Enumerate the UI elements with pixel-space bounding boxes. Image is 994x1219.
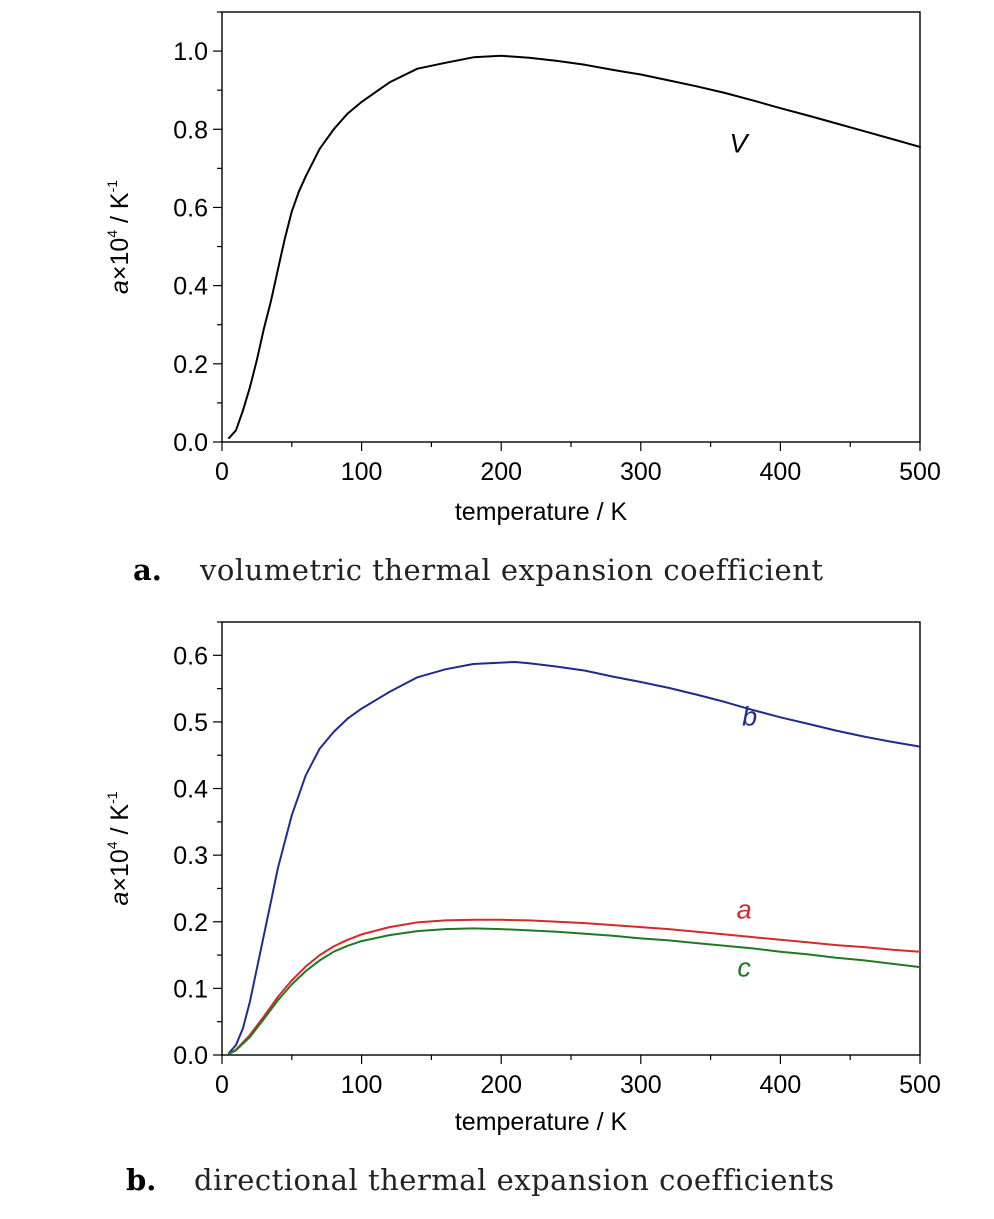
series-line-V	[228, 54, 921, 440]
y-tick-label: 1.0	[173, 38, 208, 66]
x-tick-label: 0	[215, 1071, 229, 1099]
x-tick-label: 0	[215, 458, 229, 486]
caption-text: directional thermal expansion coefficien…	[194, 1163, 835, 1197]
series-label-b: b	[742, 701, 757, 731]
y-axis-label: a×104 / K-1	[104, 791, 134, 905]
series-line-c	[228, 927, 921, 1055]
x-tick-label: 200	[480, 1071, 522, 1099]
x-tick-label: 300	[620, 458, 662, 486]
chart-volumetric: 0 100 200 300 400 500 0.0 0.2 0.4 0.6 0.8 1.0 temper…	[104, 11, 941, 587]
plot-frame	[221, 11, 921, 443]
x-tick-label: 400	[760, 1071, 802, 1099]
series-label-a: a	[737, 894, 752, 924]
series-label-c: c	[737, 952, 751, 982]
y-tick-label: 0.5	[173, 709, 208, 737]
caption-letter: b.	[126, 1163, 156, 1197]
x-axis-label: temperature / K	[455, 498, 628, 526]
chart-directional: 0 100 200 300 400 500 0.0 0.1 0.2 0.3 0.4 0.5 0.6 tem…	[104, 621, 941, 1197]
y-tick-label: 0.4	[173, 273, 208, 301]
x-tick-label: 500	[899, 458, 941, 486]
caption-letter: a.	[133, 553, 162, 587]
series-line-b	[228, 661, 921, 1054]
y-axis-label: a×104 / K-1	[104, 180, 134, 294]
y-tick-label: 0.8	[173, 116, 208, 144]
y-tick-label: 0.0	[173, 1042, 208, 1070]
x-tick-label: 100	[341, 458, 383, 486]
plot-frame	[221, 621, 921, 1056]
x-axis-label: temperature / K	[455, 1108, 628, 1136]
y-tick-label: 0.4	[173, 776, 208, 804]
y-tick-label: 0.6	[173, 642, 208, 670]
y-tick-label: 0.2	[173, 909, 208, 937]
y-tick-label: 0.1	[173, 975, 208, 1003]
x-tick-label: 500	[899, 1071, 941, 1099]
x-tick-label: 400	[760, 458, 802, 486]
x-tick-label: 300	[620, 1071, 662, 1099]
series-line-a	[228, 918, 921, 1055]
x-tick-label: 200	[480, 458, 522, 486]
x-tick-label: 100	[341, 1071, 383, 1099]
y-tick-label: 0.2	[173, 351, 208, 379]
caption-text: volumetric thermal expansion coefficient	[199, 553, 824, 587]
series-label-V: V	[730, 129, 751, 159]
y-tick-label: 0.3	[173, 842, 208, 870]
y-tick-label: 0.6	[173, 194, 208, 222]
y-tick-label: 0.0	[173, 429, 208, 457]
